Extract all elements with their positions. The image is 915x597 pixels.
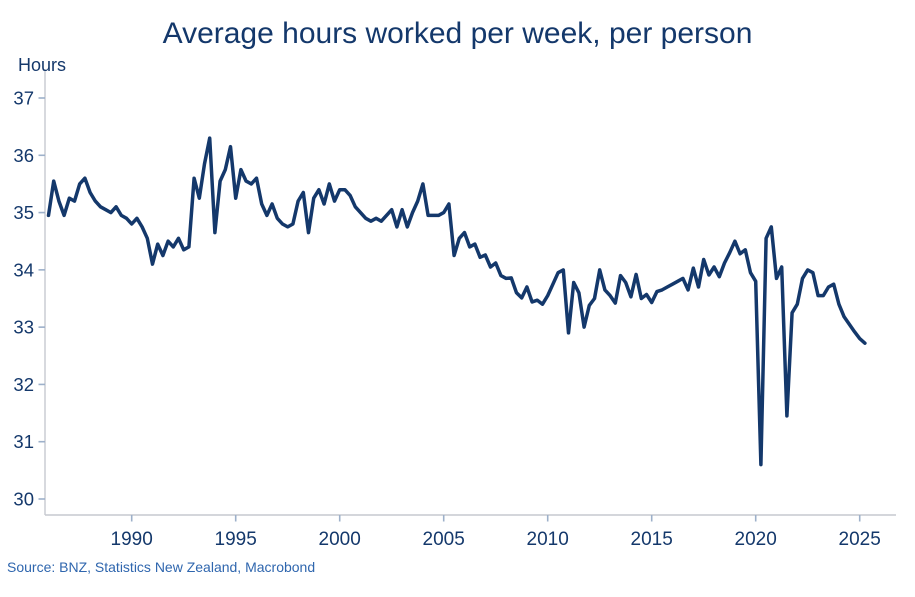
y-tick-label: 33 — [13, 317, 34, 338]
x-tick-label: 2010 — [527, 529, 569, 550]
y-axis-unit-label: Hours — [18, 55, 67, 75]
axes — [44, 71, 896, 516]
y-tick-label: 37 — [13, 88, 34, 109]
x-tick-label: 2000 — [319, 529, 361, 550]
y-tick-label: 35 — [13, 202, 34, 223]
chart-title: Average hours worked per week, per perso… — [162, 17, 753, 50]
x-tick-label: 1995 — [215, 529, 257, 550]
x-tick-label: 1990 — [111, 529, 153, 550]
hours-worked-line-series — [46, 136, 867, 467]
y-tick-label: 34 — [13, 259, 34, 280]
source-attribution: Source: BNZ, Statistics New Zealand, Mac… — [7, 559, 316, 575]
y-tick-label: 32 — [13, 374, 34, 395]
x-tick-label: 2020 — [735, 529, 777, 550]
x-axis: 1990 1995 2000 2005 2010 2015 2020 2025 — [111, 515, 881, 550]
x-tick-label: 2025 — [839, 529, 881, 550]
y-tick-label: 30 — [13, 488, 34, 509]
x-tick-label: 2005 — [423, 529, 465, 550]
y-axis: 30 31 32 33 34 35 36 37 — [13, 88, 45, 509]
y-tick-label: 36 — [13, 145, 34, 166]
y-tick-label: 31 — [13, 431, 34, 452]
x-tick-label: 2015 — [631, 529, 673, 550]
